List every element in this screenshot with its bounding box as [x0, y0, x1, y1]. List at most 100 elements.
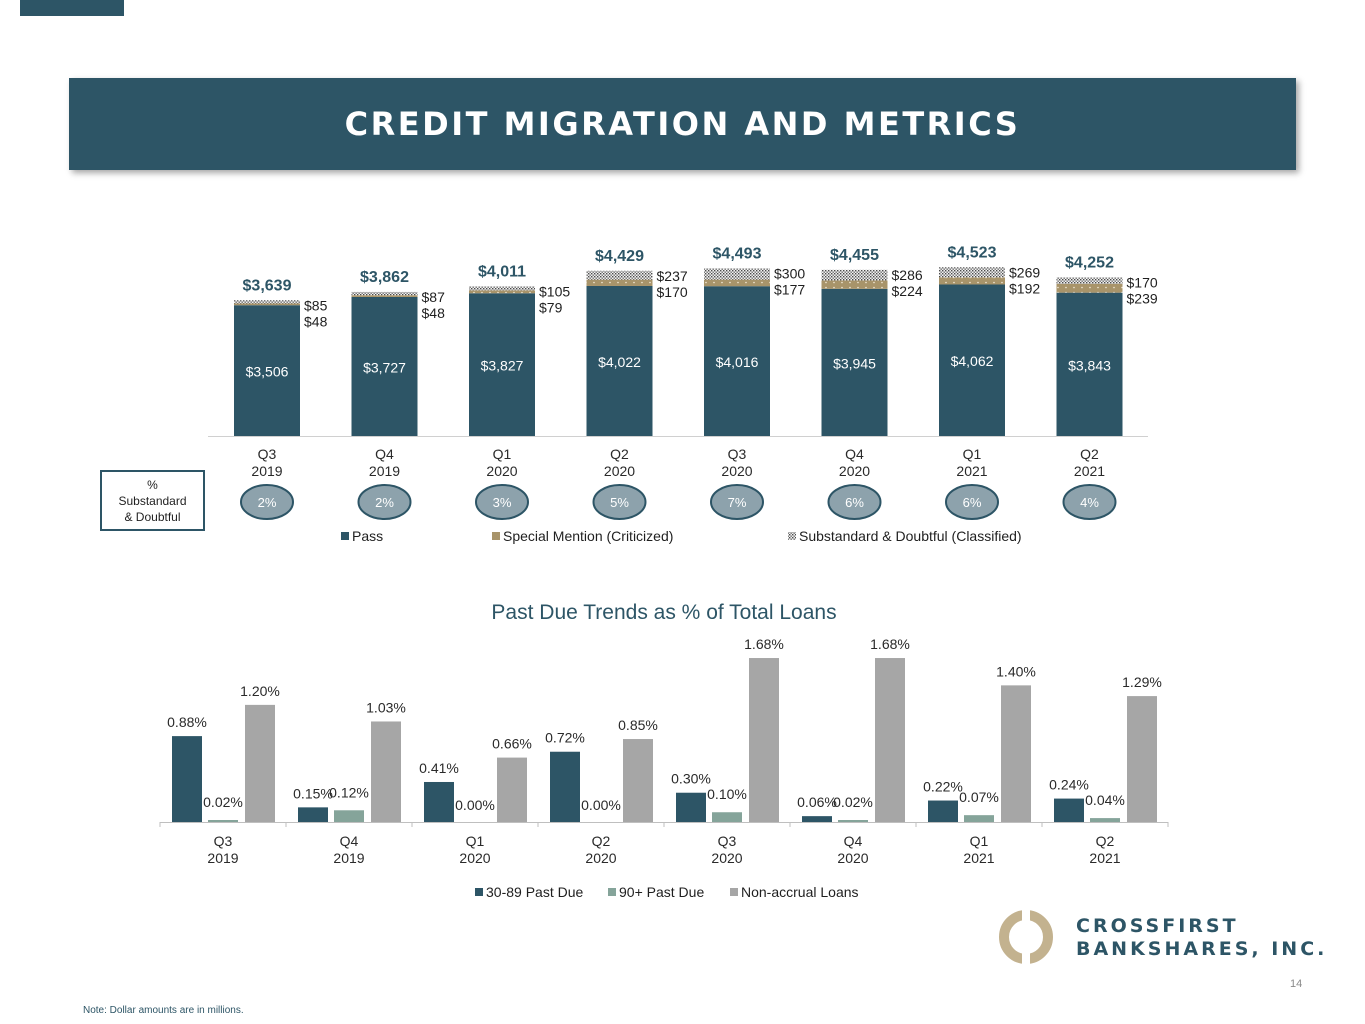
bar-value-label: 0.00%	[581, 797, 621, 813]
bar-value-label: 0.02%	[833, 794, 873, 810]
total-label: $4,455	[830, 247, 879, 264]
total-label: $4,252	[1065, 254, 1114, 271]
bar-value-label: $3,827	[481, 358, 524, 374]
legend-label: Pass	[352, 528, 383, 544]
bar-value-label: $3,727	[363, 359, 406, 375]
bar-value-label: 1.68%	[870, 636, 910, 652]
pct-oval	[827, 484, 882, 520]
classified-value-label: $237	[657, 268, 688, 284]
page-title: CREDIT MIGRATION AND METRICS	[344, 105, 1021, 143]
bar-30-89	[928, 800, 958, 822]
corner-accent	[20, 0, 124, 16]
legend-label: Non-accrual Loans	[741, 884, 859, 900]
bar-30-89	[172, 736, 202, 822]
x-tick-label-year: 2020	[839, 463, 870, 479]
pct-label-line3: & Doubtful	[124, 509, 181, 524]
bar-non-accrual	[1127, 696, 1157, 822]
bar-non-accrual	[371, 721, 401, 822]
legend-swatch	[341, 532, 349, 540]
bar-value-label: 0.72%	[545, 730, 585, 746]
bar-non-accrual	[1001, 685, 1031, 822]
bar-value-label: 0.10%	[707, 786, 747, 802]
crossfirst-logo-icon	[999, 910, 1053, 966]
x-tick-label-year: 2020	[604, 463, 635, 479]
bar-pass	[704, 286, 770, 436]
bar-90+	[964, 815, 994, 822]
bar-substandard	[234, 300, 300, 304]
special-mention-value-label: $79	[539, 299, 563, 315]
bar-value-label: $3,843	[1068, 357, 1111, 373]
bar-non-accrual	[875, 658, 905, 822]
total-label: $4,523	[948, 244, 997, 261]
bar-value-label: 1.29%	[1122, 674, 1162, 690]
bar-90+	[208, 820, 238, 822]
bar-30-89	[1054, 798, 1084, 822]
special-mention-value-label: $239	[1127, 290, 1158, 306]
bar-value-label: $3,945	[833, 355, 876, 371]
bar-value-label: 0.15%	[293, 785, 333, 801]
bar-pass	[234, 305, 300, 436]
legend-swatch	[475, 888, 483, 896]
bar-special	[1056, 283, 1123, 293]
pct-label-line2: Substandard	[118, 493, 187, 508]
bar-special	[351, 295, 418, 297]
x-tick-label-year: 2019	[369, 463, 400, 479]
total-label: $3,639	[243, 277, 292, 294]
legend-swatch	[788, 532, 796, 540]
classified-value-label: $170	[1127, 274, 1158, 290]
x-tick-label-year: 2020	[711, 850, 742, 866]
chart-title: Past Due Trends as % of Total Loans	[491, 601, 836, 624]
bar-special	[234, 303, 300, 306]
substandard-pct-label-box: % Substandard & Doubtful	[100, 470, 205, 531]
pct-value-label: 6%	[845, 495, 864, 510]
bar-value-label: $4,016	[716, 354, 759, 370]
x-tick-label-quarter: Q3	[728, 446, 747, 462]
bar-value-label: 0.02%	[203, 794, 243, 810]
bar-special	[469, 290, 535, 294]
pct-oval	[710, 484, 764, 520]
special-mention-value-label: $177	[774, 281, 805, 297]
bar-special	[939, 277, 1005, 285]
bar-value-label: 0.24%	[1049, 777, 1089, 793]
bar-value-label: 0.07%	[959, 789, 999, 805]
bar-special	[586, 279, 653, 286]
bar-30-89	[676, 792, 706, 822]
x-tick-label-quarter: Q2	[610, 446, 629, 462]
past-due-trends-chart: Past Due Trends as % of Total Loans 0.88%…	[159, 601, 1169, 900]
pct-oval	[475, 484, 529, 520]
x-tick-label-quarter: Q1	[493, 446, 512, 462]
x-tick-label-quarter: Q1	[970, 833, 989, 849]
pct-value-label: 7%	[728, 495, 747, 510]
legend-swatch	[608, 888, 616, 896]
pct-value-label: 6%	[963, 495, 982, 510]
x-tick-label-year: 2020	[459, 850, 490, 866]
bar-value-label: $4,022	[598, 354, 641, 370]
bar-90+	[838, 820, 868, 822]
pct-value-label: 3%	[493, 495, 512, 510]
bar-pass	[821, 288, 888, 436]
bar-30-89	[298, 807, 328, 822]
bar-substandard	[586, 270, 653, 280]
x-tick-label-year: 2020	[837, 850, 868, 866]
classified-value-label: $286	[892, 267, 923, 283]
footnote: Note: Dollar amounts are in millions.	[83, 1005, 244, 1016]
bar-non-accrual	[245, 704, 275, 822]
logo-line2: BANKSHARES, INC.	[1076, 938, 1328, 960]
bar-value-label: 0.88%	[167, 714, 207, 730]
legend-label: 30-89 Past Due	[486, 884, 583, 900]
x-tick-label-year: 2021	[963, 850, 994, 866]
x-tick-label-quarter: Q2	[592, 833, 611, 849]
bar-non-accrual	[623, 739, 653, 822]
pct-label-line1: %	[147, 477, 158, 492]
bar-value-label: 1.20%	[240, 683, 280, 699]
bar-pass	[939, 284, 1005, 436]
company-logo-text: CROSSFIRST BANKSHARES, INC.	[1076, 915, 1327, 961]
legend-label: Substandard & Doubtful (Classified)	[799, 528, 1022, 544]
logo-line1: CROSSFIRST	[1076, 915, 1239, 937]
legend-label: 90+ Past Due	[619, 884, 704, 900]
x-tick-label-year: 2021	[1074, 463, 1105, 479]
special-mention-value-label: $224	[892, 283, 923, 299]
bar-value-label: 1.03%	[366, 699, 406, 715]
bar-30-89	[550, 751, 580, 822]
